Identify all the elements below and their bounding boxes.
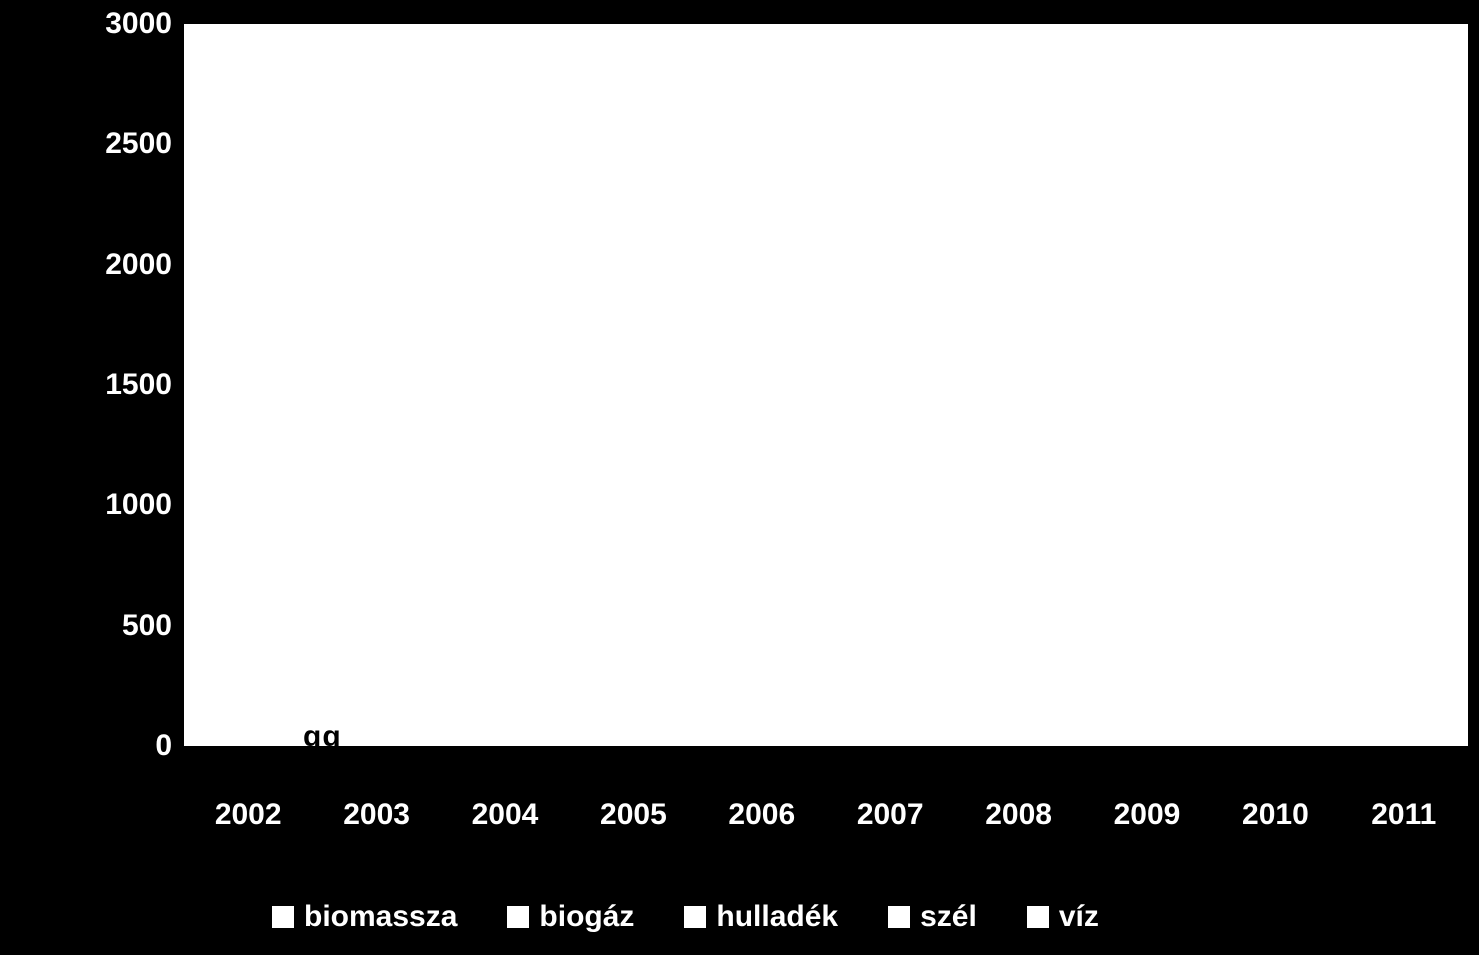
y-tick-label: 500	[122, 609, 172, 643]
legend-item: hulladék	[684, 900, 838, 934]
legend: biomassza biogáz hulladék szél víz	[272, 900, 1099, 934]
legend-item: szél	[888, 900, 977, 934]
x-tick-label: 2009	[1114, 798, 1181, 832]
legend-label: szél	[920, 900, 977, 934]
legend-label: víz	[1059, 900, 1099, 934]
legend-label: hulladék	[716, 900, 838, 934]
legend-label: biomassza	[304, 900, 457, 934]
y-tick-label: 1000	[105, 488, 172, 522]
y-tick-label: 2000	[105, 248, 172, 282]
y-tick-label: 2500	[105, 127, 172, 161]
legend-swatch	[684, 906, 706, 928]
x-tick-label: 2007	[857, 798, 924, 832]
legend-swatch	[1027, 906, 1049, 928]
legend-label: biogáz	[539, 900, 634, 934]
y-tick-label: 1500	[105, 368, 172, 402]
legend-swatch	[888, 906, 910, 928]
x-tick-label: 2002	[215, 798, 282, 832]
renewable-electricity-chart: megújulókkal kiadott villany, GWh 050010…	[0, 0, 1479, 955]
x-tick-label: 2010	[1242, 798, 1309, 832]
x-tick-label: 2008	[985, 798, 1052, 832]
axis-overlay-text: gg	[303, 720, 342, 754]
x-tick-label: 2006	[728, 798, 795, 832]
plot-area	[184, 24, 1468, 746]
y-tick-label: 3000	[105, 7, 172, 41]
x-tick-label: 2003	[343, 798, 410, 832]
x-tick-label: 2004	[472, 798, 539, 832]
legend-swatch	[272, 906, 294, 928]
legend-swatch	[507, 906, 529, 928]
x-tick-label: 2005	[600, 798, 667, 832]
legend-item: víz	[1027, 900, 1099, 934]
legend-item: biogáz	[507, 900, 634, 934]
legend-item: biomassza	[272, 900, 457, 934]
x-tick-label: 2011	[1371, 798, 1436, 832]
y-tick-label: 0	[155, 729, 172, 763]
